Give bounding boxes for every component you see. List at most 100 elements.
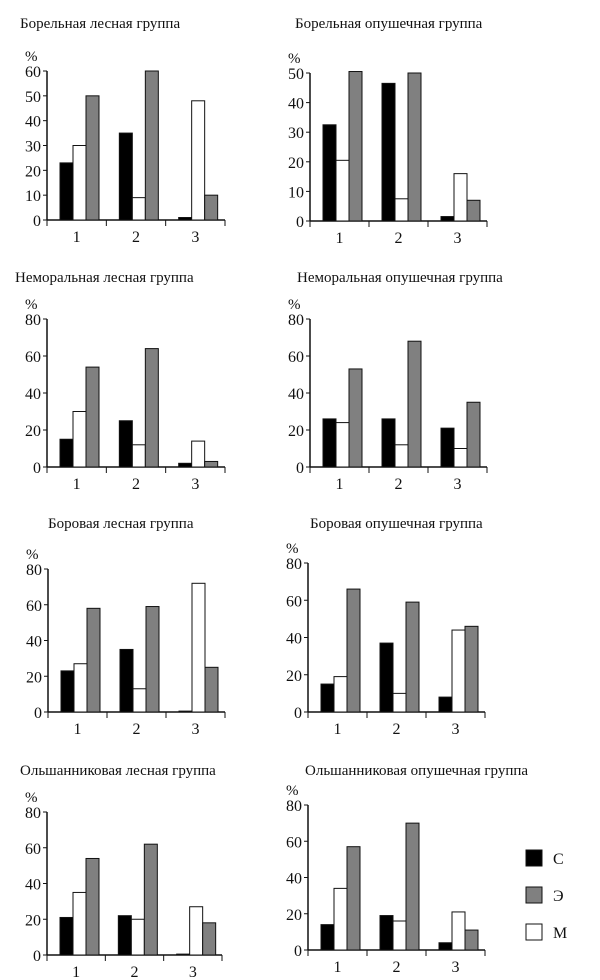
chart-panel: Борельная опушечная группа% 0 10 20 30 40 50 1 2…	[288, 16, 488, 247]
y-tick-label: 40	[25, 386, 41, 403]
bar-М	[451, 911, 466, 951]
chart-title: Боровая лесная группа	[48, 516, 194, 532]
y-axis-label: %	[286, 783, 299, 799]
y-tick-label: 80	[25, 805, 41, 822]
legend-label: С	[553, 851, 564, 868]
bar-С	[178, 710, 193, 713]
y-tick-label: 20	[25, 423, 41, 440]
y-axis-label: %	[288, 51, 301, 67]
bar-Э	[204, 460, 219, 468]
y-tick-label: 20	[26, 669, 42, 686]
bar-Э	[143, 843, 158, 956]
bar-М	[131, 444, 146, 468]
chart-title: Борельная лесная группа	[20, 16, 180, 32]
bar-М	[394, 444, 409, 468]
y-tick-label: 0	[33, 948, 41, 965]
bar-Э	[85, 95, 100, 221]
bar-С	[322, 124, 337, 222]
x-tick-label: 3	[189, 964, 197, 980]
bar-Э	[144, 348, 159, 468]
bar-Э	[348, 368, 363, 468]
bar-М	[335, 159, 350, 222]
bar-С	[118, 420, 133, 468]
x-tick-label: 1	[73, 476, 81, 493]
chart-panel: Неморальная опушечная группа% 0 20 40 60 80 1 2…	[288, 270, 503, 493]
bar-М	[72, 411, 87, 468]
y-tick-label: 20	[25, 912, 41, 929]
chart-panel: Неморальная лесная группа% 0 20 40 60 80 1 2 3	[15, 270, 226, 493]
y-axis-label: %	[286, 541, 299, 557]
bar-Э	[466, 199, 481, 222]
x-tick-label: 1	[334, 959, 342, 976]
bar-М	[453, 173, 468, 222]
y-tick-label: 40	[286, 871, 302, 888]
y-tick-label: 80	[26, 562, 42, 579]
chart-panel: Боровая лесная группа% 0 20 40 60 80 1 2 3	[26, 516, 226, 738]
bar-С	[59, 438, 74, 468]
bar-М	[132, 688, 147, 713]
bar-М	[394, 198, 409, 222]
bar-Э	[466, 401, 481, 468]
y-tick-label: 0	[294, 943, 302, 960]
y-tick-label: 0	[296, 460, 304, 477]
x-tick-label: 3	[454, 476, 462, 493]
bar-М	[131, 197, 146, 221]
x-tick-label: 2	[133, 721, 141, 738]
bar-М	[191, 440, 206, 468]
y-tick-label: 20	[288, 155, 304, 172]
y-tick-label: 20	[288, 423, 304, 440]
y-axis-label: %	[26, 547, 39, 563]
bar-М	[72, 891, 87, 956]
chart-title: Боровая опушечная группа	[310, 516, 483, 532]
bar-М	[73, 663, 88, 713]
bar-Э	[202, 922, 217, 956]
x-tick-label: 1	[336, 230, 344, 247]
chart-panel: Боровая опушечная группа% 0 20 40 60 80 1 2 3	[286, 516, 486, 738]
bar-С	[322, 418, 337, 468]
y-tick-label: 60	[25, 64, 41, 81]
bar-Э	[348, 71, 363, 222]
bar-М	[451, 629, 466, 713]
bar-М	[130, 918, 145, 956]
bar-Э	[464, 929, 479, 951]
y-tick-label: 60	[286, 834, 302, 851]
x-tick-label: 2	[393, 721, 401, 738]
bar-С	[118, 132, 133, 221]
chart-title: Неморальная опушечная группа	[297, 270, 503, 286]
chart-title: Борельная опушечная группа	[295, 16, 483, 32]
bar-С	[438, 696, 453, 713]
chart-title: Неморальная лесная группа	[15, 270, 194, 286]
bar-С	[59, 916, 74, 956]
y-axis-label: %	[25, 790, 38, 806]
chart-panel: Ольшанниковая опушечная группа% 0 20 40 60 80…	[286, 763, 528, 976]
legend: С Э М	[525, 849, 567, 942]
y-tick-label: 40	[286, 631, 302, 648]
y-tick-label: 30	[288, 125, 304, 142]
bar-С	[176, 953, 191, 956]
x-tick-label: 1	[72, 964, 80, 980]
x-tick-label: 3	[191, 229, 199, 246]
y-tick-label: 0	[34, 705, 42, 722]
y-tick-label: 60	[26, 598, 42, 615]
y-tick-label: 60	[25, 349, 41, 366]
y-tick-label: 80	[25, 312, 41, 329]
legend-swatch	[525, 886, 543, 904]
chart-panel: Ольшанниковая лесная группа% 0 20 40 60 80 1 2 3	[20, 763, 223, 980]
bar-Э	[346, 846, 361, 951]
x-tick-label: 3	[452, 959, 460, 976]
y-tick-label: 60	[286, 593, 302, 610]
bar-Э	[85, 857, 100, 956]
bar-С	[381, 82, 396, 222]
bar-Э	[204, 194, 219, 221]
y-tick-label: 10	[25, 188, 41, 205]
bar-С	[440, 216, 455, 222]
y-axis-label: %	[25, 49, 38, 65]
bar-М	[191, 100, 206, 221]
bar-Э	[86, 607, 101, 713]
legend-swatch	[525, 849, 543, 867]
y-tick-label: 20	[286, 668, 302, 685]
bar-С	[119, 648, 134, 713]
y-tick-label: 30	[25, 139, 41, 156]
x-tick-label: 3	[454, 230, 462, 247]
chart-panel: Борельная лесная группа% 0 10 20 30 40 50 60 1 2 3	[20, 16, 226, 246]
